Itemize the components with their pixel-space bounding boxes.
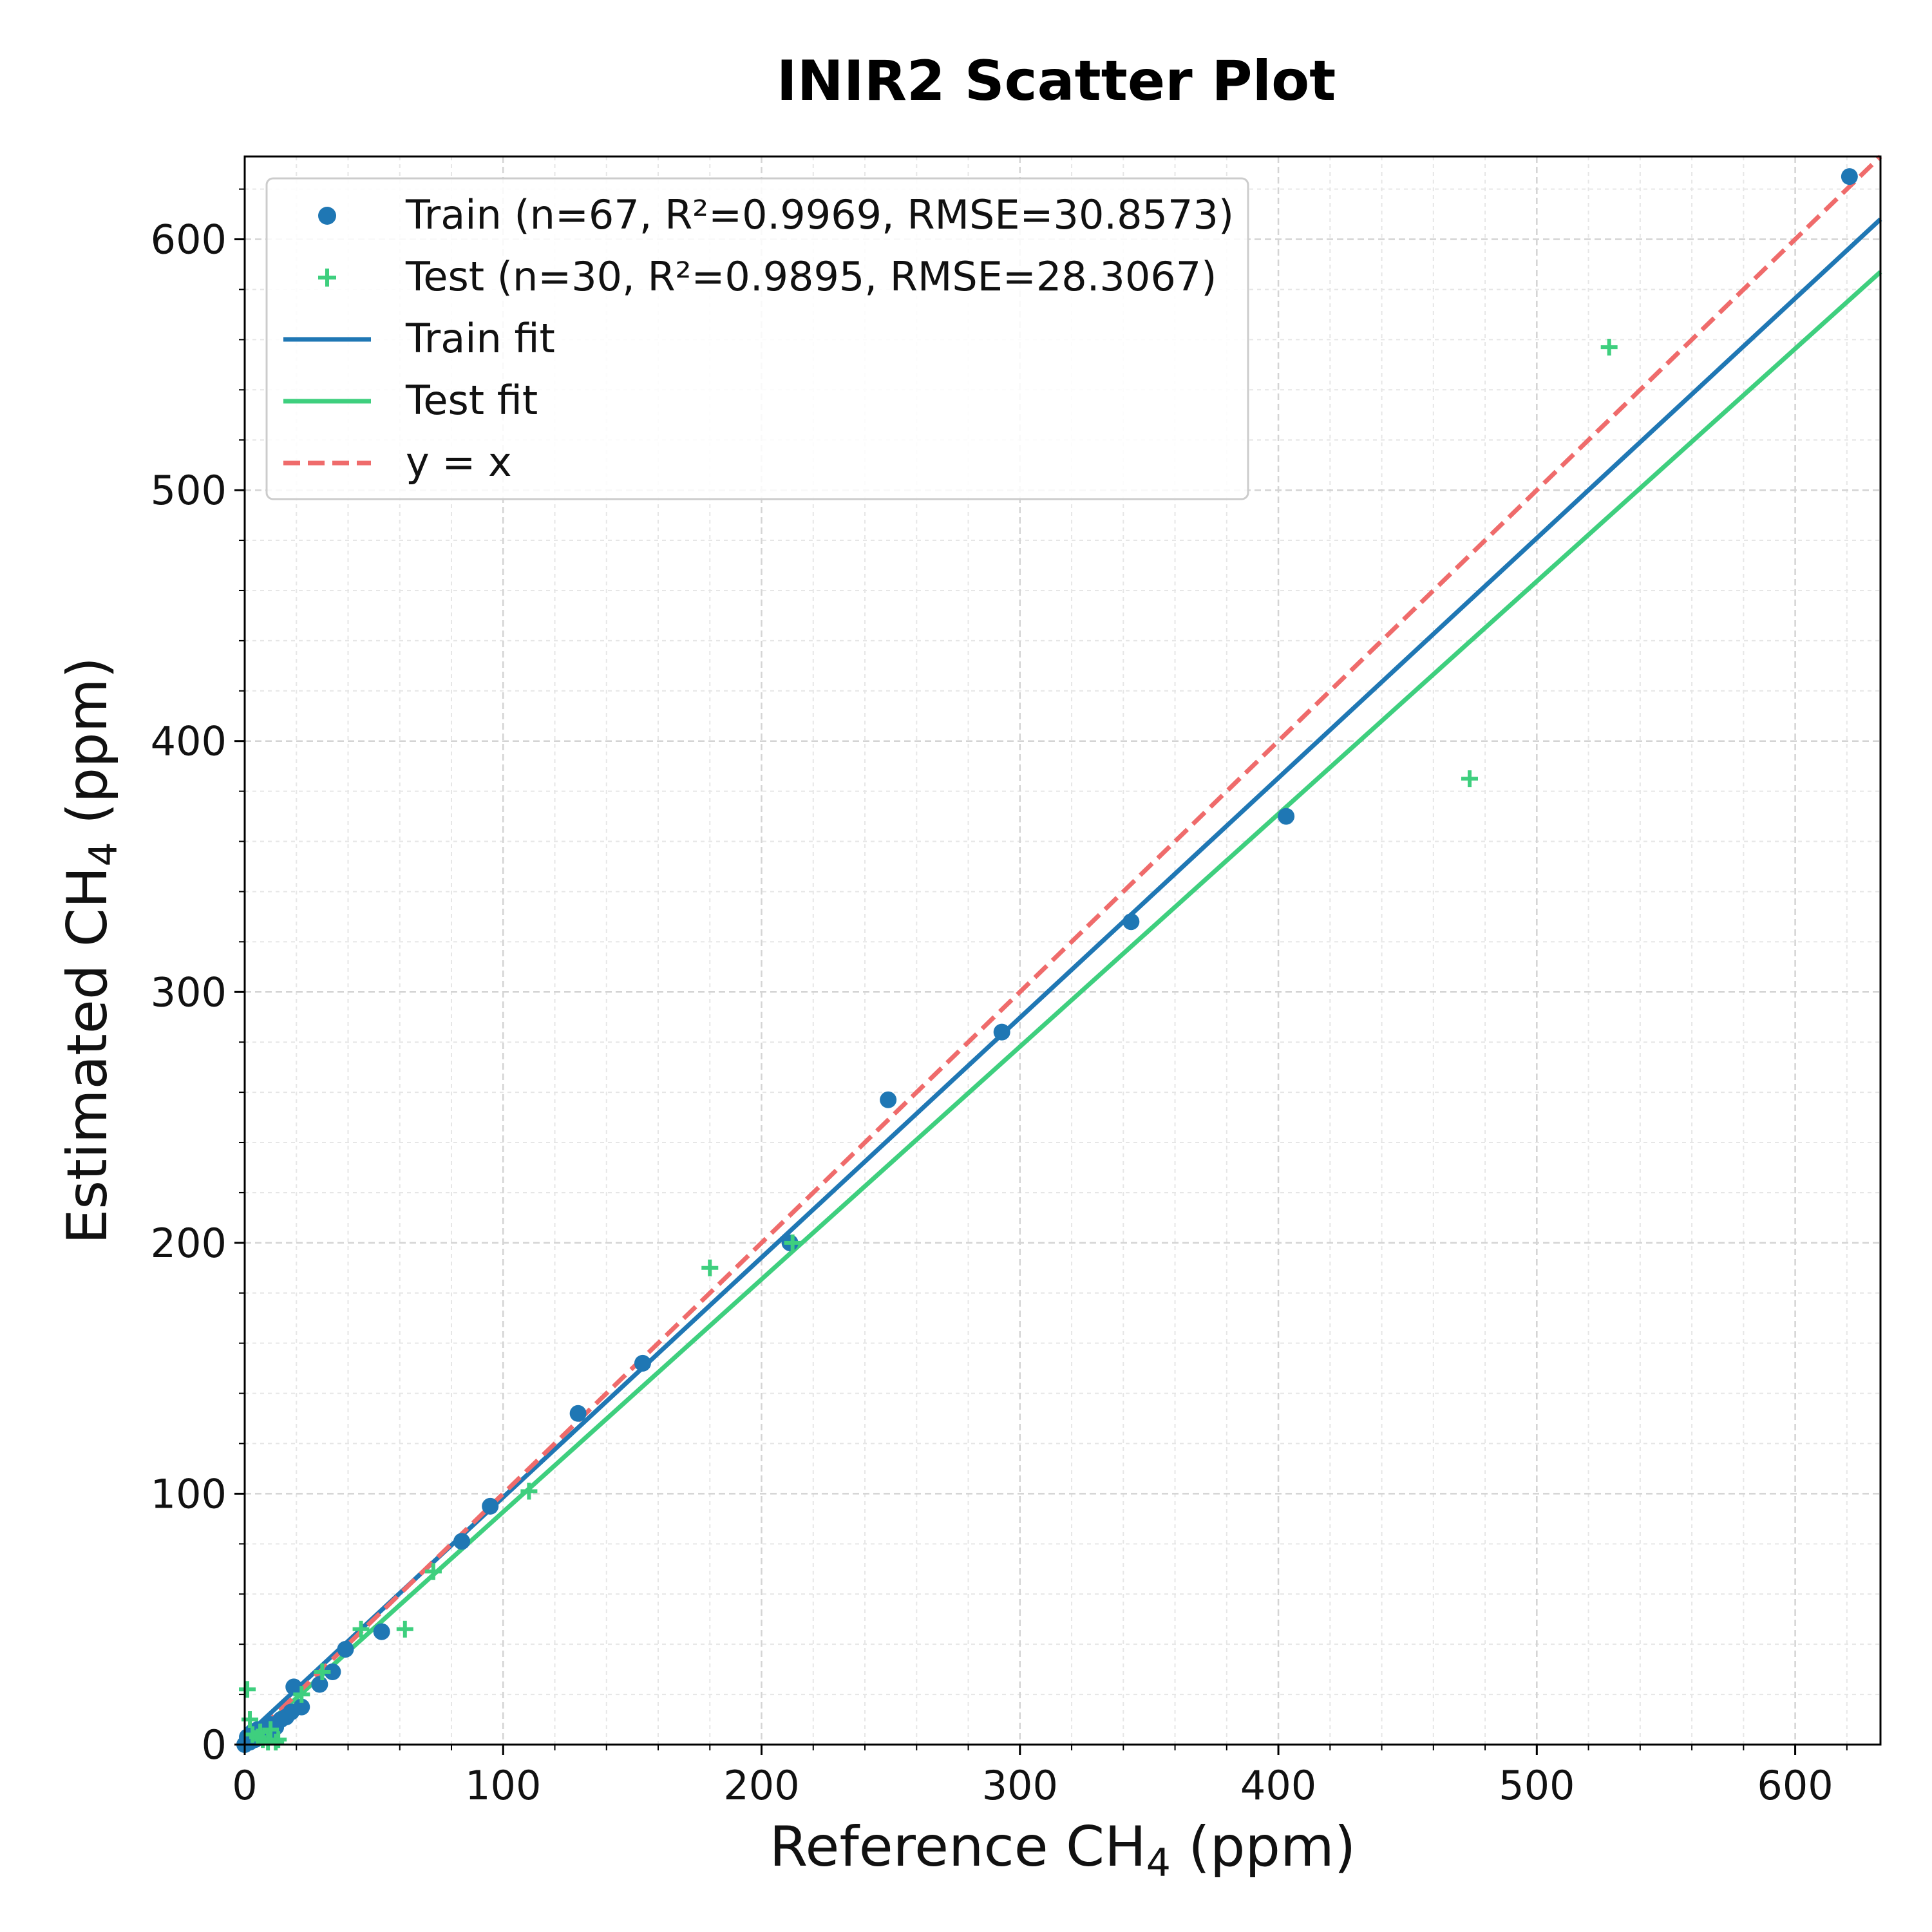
train-point <box>373 1623 390 1640</box>
train-point <box>453 1533 471 1550</box>
test-point <box>520 1482 538 1500</box>
legend-test-marker <box>318 269 336 287</box>
train-point <box>1841 168 1858 185</box>
x-tick-label: 500 <box>1499 1762 1575 1809</box>
train-point <box>880 1091 897 1108</box>
legend: Train (n=67, R²=0.9969, RMSE=30.8573) Te… <box>265 177 1249 500</box>
test-point <box>314 1663 331 1681</box>
y-axis-label: Estimated CH4 (ppm) <box>55 657 126 1244</box>
test-point <box>293 1686 310 1703</box>
y-tick-label: 600 <box>151 216 227 263</box>
train-point <box>569 1405 587 1422</box>
y-tick-label: 400 <box>151 718 227 765</box>
legend-test-label: Test (n=30, R²=0.9895, RMSE=28.3067) <box>405 253 1217 300</box>
test-point <box>267 1734 285 1751</box>
y-tick-label: 200 <box>151 1220 227 1267</box>
plot-frame <box>243 155 1882 1746</box>
y-tick-label: 500 <box>151 467 227 514</box>
x-tick-label: 300 <box>982 1762 1058 1809</box>
train-point <box>482 1497 499 1515</box>
y-tick-label: 100 <box>151 1470 227 1517</box>
data-points <box>236 168 1858 1753</box>
x-tick-label: 100 <box>465 1762 541 1809</box>
fit-lines <box>243 155 1882 1747</box>
train-fit-line <box>243 217 1882 1739</box>
train-point <box>285 1678 303 1696</box>
legend-train-marker <box>318 207 336 225</box>
x-axis-label: Reference CH4 (ppm) <box>770 1815 1356 1886</box>
train-point <box>1278 808 1295 825</box>
legend-train-fit-label: Train fit <box>405 315 555 362</box>
legend-test-fit-label: Test fit <box>405 377 538 424</box>
test-point <box>262 1721 279 1738</box>
train-point <box>993 1023 1010 1041</box>
train-point <box>1122 913 1140 931</box>
test-point <box>784 1234 801 1251</box>
y-tick-label: 0 <box>202 1721 227 1768</box>
test-point <box>701 1259 719 1276</box>
legend-box <box>265 177 1249 500</box>
identity-line <box>243 155 1882 1747</box>
test-point <box>252 1723 269 1741</box>
test-point <box>239 1681 256 1698</box>
test-point <box>396 1620 413 1638</box>
train-point <box>293 1698 310 1716</box>
test-point <box>424 1563 442 1580</box>
train-point <box>337 1640 354 1658</box>
legend-train-label: Train (n=67, R²=0.9969, RMSE=30.8573) <box>405 191 1234 238</box>
legend-identity-label: y = x <box>406 439 512 486</box>
x-tick-label: 0 <box>232 1762 257 1809</box>
test-point <box>1461 770 1478 788</box>
x-tick-label: 200 <box>723 1762 799 1809</box>
x-tick-label: 400 <box>1240 1762 1316 1809</box>
axis-ticks: 0 100 200 300 400 500 600 0 100 200 300 400 500 600 <box>151 188 1848 1809</box>
train-point <box>324 1663 341 1681</box>
train-point <box>311 1676 328 1693</box>
x-tick-label: 600 <box>1757 1762 1833 1809</box>
test-point <box>352 1620 370 1638</box>
y-tick-label: 300 <box>151 969 227 1016</box>
test-fit-line <box>243 270 1882 1747</box>
chart-title: INIR2 Scatter Plot <box>777 49 1336 113</box>
test-point <box>1600 339 1618 356</box>
train-point <box>634 1354 651 1372</box>
